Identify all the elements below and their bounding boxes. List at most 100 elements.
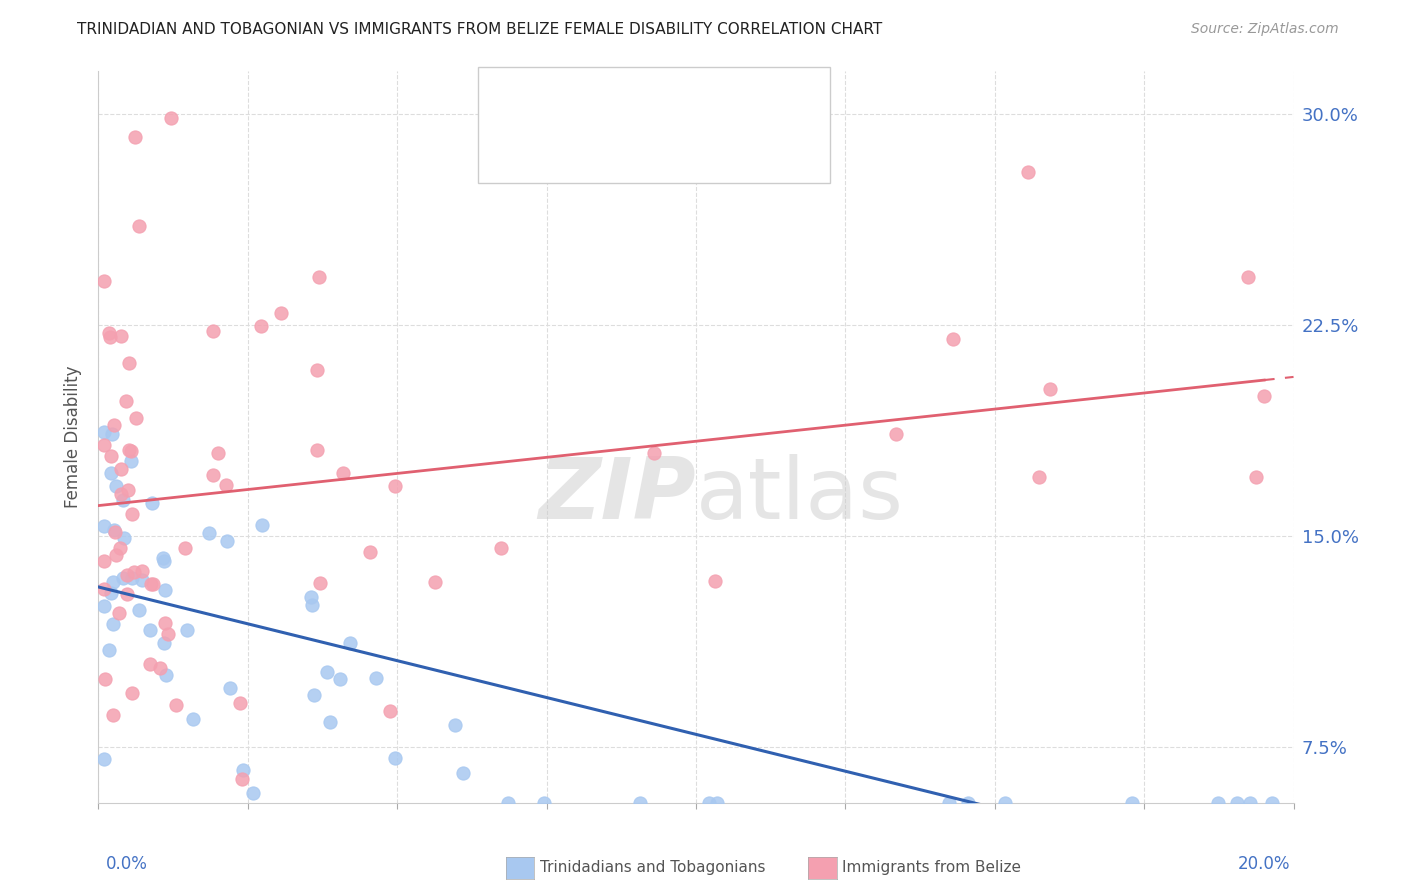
Point [118,443,141,458]
Text: ZIP: ZIP [538,454,696,537]
Point [329,673,352,687]
Point [304,688,326,702]
Point [994,796,1017,810]
Point [1239,796,1261,810]
Point [142,577,165,591]
Text: 68: 68 [679,139,702,157]
Point [159,112,181,126]
Point [305,443,328,458]
Point [115,568,138,582]
Point [165,698,187,712]
Point [1260,796,1282,810]
Point [364,671,387,685]
Point [628,796,651,810]
Point [100,449,122,463]
Point [117,587,139,601]
Point [114,531,136,545]
Point [131,564,153,578]
Text: N =: N = [633,91,685,109]
Point [697,796,720,810]
Point [103,418,125,433]
Point [100,467,122,481]
Point [131,573,153,587]
Point [94,672,117,686]
Point [207,446,229,460]
Point [93,519,115,533]
Point [318,714,340,729]
Text: Source: ZipAtlas.com: Source: ZipAtlas.com [1191,22,1339,37]
Point [121,571,143,585]
Point [1028,470,1050,484]
Point [250,518,273,533]
Point [176,623,198,637]
Point [120,454,142,468]
Point [215,533,238,548]
Point [93,582,115,596]
Point [155,583,177,598]
Point [250,318,273,333]
Point [93,438,115,452]
Point [125,411,148,425]
Point [219,681,242,695]
Point [307,363,329,377]
Point [1206,796,1229,810]
Y-axis label: Female Disability: Female Disability [65,366,83,508]
Point [153,636,176,650]
Point [141,577,163,591]
Point [451,766,474,780]
Point [491,541,513,555]
Text: N =: N = [633,139,685,157]
Point [110,462,132,476]
Point [242,787,264,801]
Point [108,541,131,556]
Point [149,661,172,675]
Point [533,796,555,810]
Text: Immigrants from Belize: Immigrants from Belize [842,861,1021,875]
Text: 20.0%: 20.0% [1239,855,1291,872]
Point [332,466,354,480]
Point [124,129,146,144]
Point [301,599,323,613]
Point [1226,796,1249,810]
Point [98,326,121,340]
Point [308,269,330,284]
Point [128,603,150,617]
Point [704,574,727,589]
Point [1039,383,1062,397]
Text: -0.413: -0.413 [574,91,631,109]
Point [153,554,176,568]
Point [202,324,225,338]
Point [103,523,125,537]
Point [215,478,238,492]
Point [112,492,135,507]
Point [316,665,339,679]
Point [1253,389,1275,403]
Point [110,328,132,343]
Point [384,478,406,492]
Point [101,616,124,631]
Point [101,426,124,441]
Point [153,616,176,631]
Text: 0.0%: 0.0% [105,855,148,872]
Point [202,467,225,482]
Point [270,306,292,320]
Point [444,718,467,732]
Text: 58: 58 [679,91,702,109]
Point [496,796,519,810]
Text: Trinidadians and Tobagonians: Trinidadians and Tobagonians [540,861,765,875]
Point [339,636,361,650]
Point [942,332,965,346]
Point [115,393,138,408]
Point [122,565,145,579]
Point [98,643,121,657]
Point [938,796,960,810]
Point [231,772,253,787]
Point [378,705,401,719]
Text: R =: R = [536,139,575,157]
Text: R =: R = [536,91,575,109]
Point [384,751,406,765]
Point [229,696,252,710]
Point [957,796,980,810]
Point [93,274,115,288]
Point [1017,165,1039,179]
